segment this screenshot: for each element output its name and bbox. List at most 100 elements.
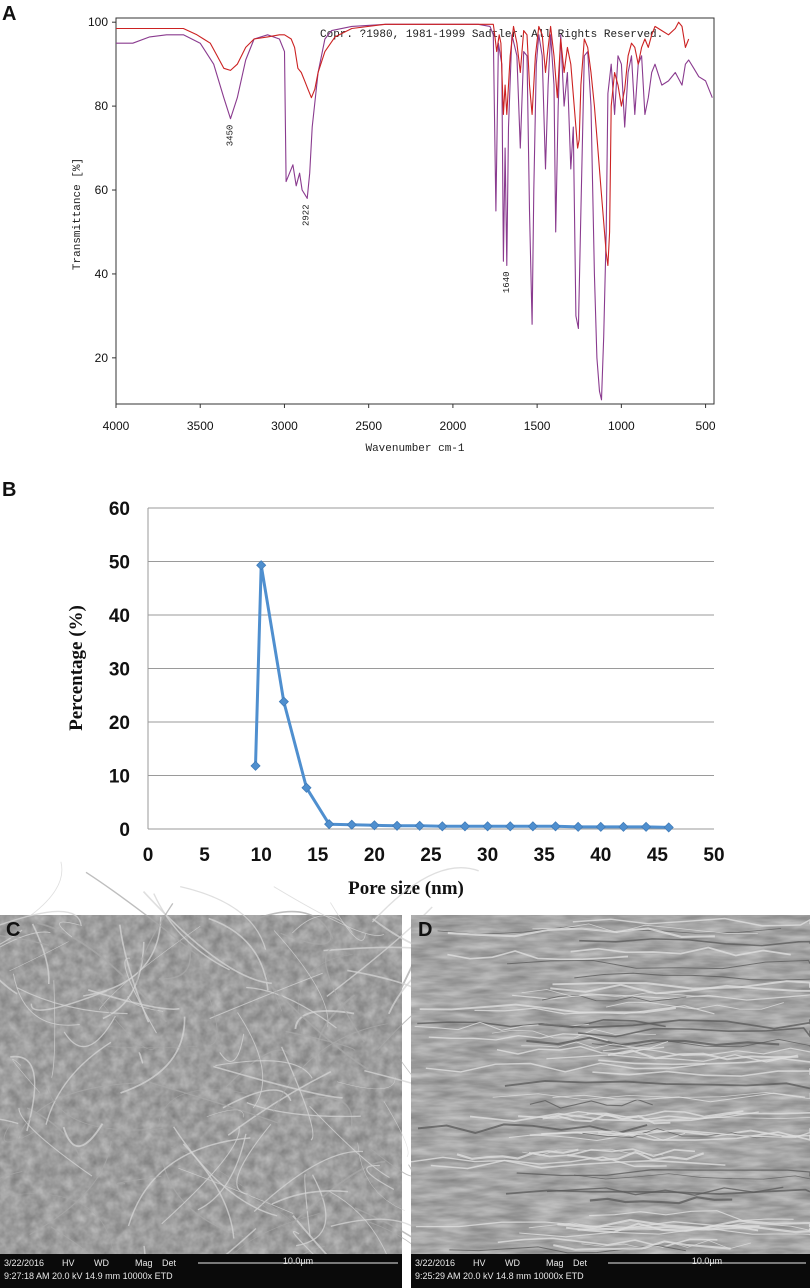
pore-data-point: [250, 760, 261, 771]
sem-c-fiber: [208, 917, 269, 991]
sem-d-ridge: [529, 1130, 810, 1141]
sem-c-mag-header: Mag: [135, 1258, 153, 1268]
pore-x-tick-label: 15: [307, 845, 329, 866]
sem-c-fiber: [0, 929, 23, 945]
sem-d-ridge: [589, 1210, 794, 1221]
sem-c-fiber: [237, 1012, 264, 1109]
sem-c-fiber: [62, 1123, 104, 1147]
sem-c-wd-header: WD: [94, 1258, 109, 1268]
sem-d-scale-label: 10.0μm: [692, 1256, 722, 1266]
sem-d-databar: [411, 1254, 810, 1288]
sem-d-ridge: [602, 1047, 810, 1057]
sem-c-fiber: [215, 1060, 313, 1079]
sem-c-fiber: [142, 891, 272, 985]
pore-data-point: [573, 821, 584, 832]
sem-image-d: D 3/22/2016 HV WD Mag Det 9:25:29 AM 20.…: [410, 915, 810, 1288]
sem-d-ridge: [578, 1027, 810, 1038]
sem-c-fiber: [371, 867, 479, 923]
sem-d-ridge: [542, 1113, 671, 1125]
sem-c-fiber: [149, 1081, 279, 1124]
sem-c-fiber: [280, 1046, 314, 1141]
sem-c-databar: [0, 1254, 402, 1288]
sem-c-fiber: [97, 998, 155, 1050]
sem-d-ridge: [425, 1062, 705, 1073]
sem-c-fiber: [138, 1052, 144, 1064]
sem-c-fiber: [30, 861, 63, 916]
sem-d-ridge: [553, 1240, 731, 1251]
sem-d-ridge: [526, 1036, 780, 1047]
sem-c-fiber: [330, 902, 366, 941]
sem-d-ridge: [592, 1068, 810, 1077]
sem-d-ridge: [519, 1227, 810, 1238]
sem-c-fiber: [37, 922, 167, 1023]
sem-c-fiber: [264, 971, 283, 1012]
sem-c-fiber: [213, 1065, 343, 1099]
sem-c-fiber: [180, 885, 267, 950]
sem-c-hv-header: HV: [62, 1258, 75, 1268]
ftir-peak-label: 2922: [301, 204, 311, 226]
sem-c-fiber: [206, 1109, 244, 1118]
pore-data-point: [414, 820, 425, 831]
sem-d-ridge: [508, 1132, 686, 1142]
sem-c-fiber: [357, 1142, 406, 1212]
sem-c-fiber: [304, 1173, 311, 1237]
sem-d-ridge: [565, 1222, 759, 1234]
sem-d-ridge: [474, 1005, 715, 1015]
sem-c-fiber: [366, 1164, 395, 1190]
pore-data-point: [550, 821, 561, 832]
sem-c-fiber: [383, 1101, 409, 1158]
sem-c-fiber: [225, 1049, 294, 1088]
ftir-plot-frame: [115, 17, 715, 405]
sem-c-fiber: [117, 1175, 162, 1185]
sem-c-fiber: [153, 893, 230, 971]
sem-d-ridge: [572, 917, 810, 927]
sem-c-fiber: [162, 1163, 244, 1238]
ftir-y-tick-label: 40: [95, 267, 109, 281]
sem-c-fiber: [26, 1107, 83, 1162]
ftir-y-axis-label: Transmittance [%]: [72, 158, 84, 270]
pore-data-point: [618, 821, 629, 832]
sem-d-ridge: [591, 1038, 810, 1049]
pore-x-tick-label: 5: [199, 845, 210, 866]
sem-c-fiber: [292, 1230, 319, 1259]
sem-d-ridge: [598, 1128, 810, 1138]
pore-data-point: [437, 821, 448, 832]
sem-d-ridge: [529, 1098, 653, 1109]
pore-size-chart: 0 10 20 30 40 50 60 0 5 10 15 20 25 30 35 40 45 50 Pore …: [66, 499, 725, 899]
sem-c-fiber: [0, 1170, 23, 1179]
sem-c-fiber: [271, 1190, 348, 1205]
sem-d-ridge: [552, 1092, 806, 1103]
sem-c-fiber: [127, 1137, 251, 1227]
pore-data-point: [459, 821, 471, 832]
sem-c-fiber: [178, 1167, 294, 1214]
pore-data-point: [391, 820, 403, 831]
sem-c-fiber: [303, 1096, 353, 1127]
sem-c-fiber: [222, 1089, 292, 1109]
sem-c-fiber: [3, 1121, 38, 1143]
ftir-series-red: [116, 21, 690, 267]
sem-c-fiber: [59, 921, 80, 938]
sem-d-ridge: [546, 1186, 784, 1196]
pore-y-tick-label: 40: [109, 606, 130, 627]
pore-grid: [147, 507, 714, 830]
ftir-peak-label: 1640: [502, 272, 512, 294]
ftir-x-tick-label: 1500: [524, 419, 551, 433]
ftir-y-tick-label: 60: [95, 183, 109, 197]
pore-y-tick-label: 30: [109, 660, 130, 681]
pore-x-tick-label: 0: [143, 845, 154, 866]
sem-d-wd-header: WD: [505, 1258, 520, 1268]
ftir-x-tick-label: 1000: [608, 419, 635, 433]
sem-d-ridge: [447, 950, 629, 961]
sem-c-scale-label: 10.0μm: [283, 1256, 313, 1266]
ftir-y-tick-label: 80: [95, 99, 109, 113]
panel-label-d: D: [418, 919, 432, 941]
sem-d-ridge: [428, 1033, 608, 1042]
sem-c-fiber: [118, 924, 150, 1023]
sem-c-fiber: [0, 1118, 19, 1125]
sem-c-fiber: [273, 930, 329, 1027]
pore-x-axis-label: Pore size (nm): [348, 878, 464, 899]
pore-x-tick-label: 30: [477, 845, 498, 866]
sem-d-ridge: [567, 1150, 705, 1162]
pore-data-point: [595, 821, 606, 832]
